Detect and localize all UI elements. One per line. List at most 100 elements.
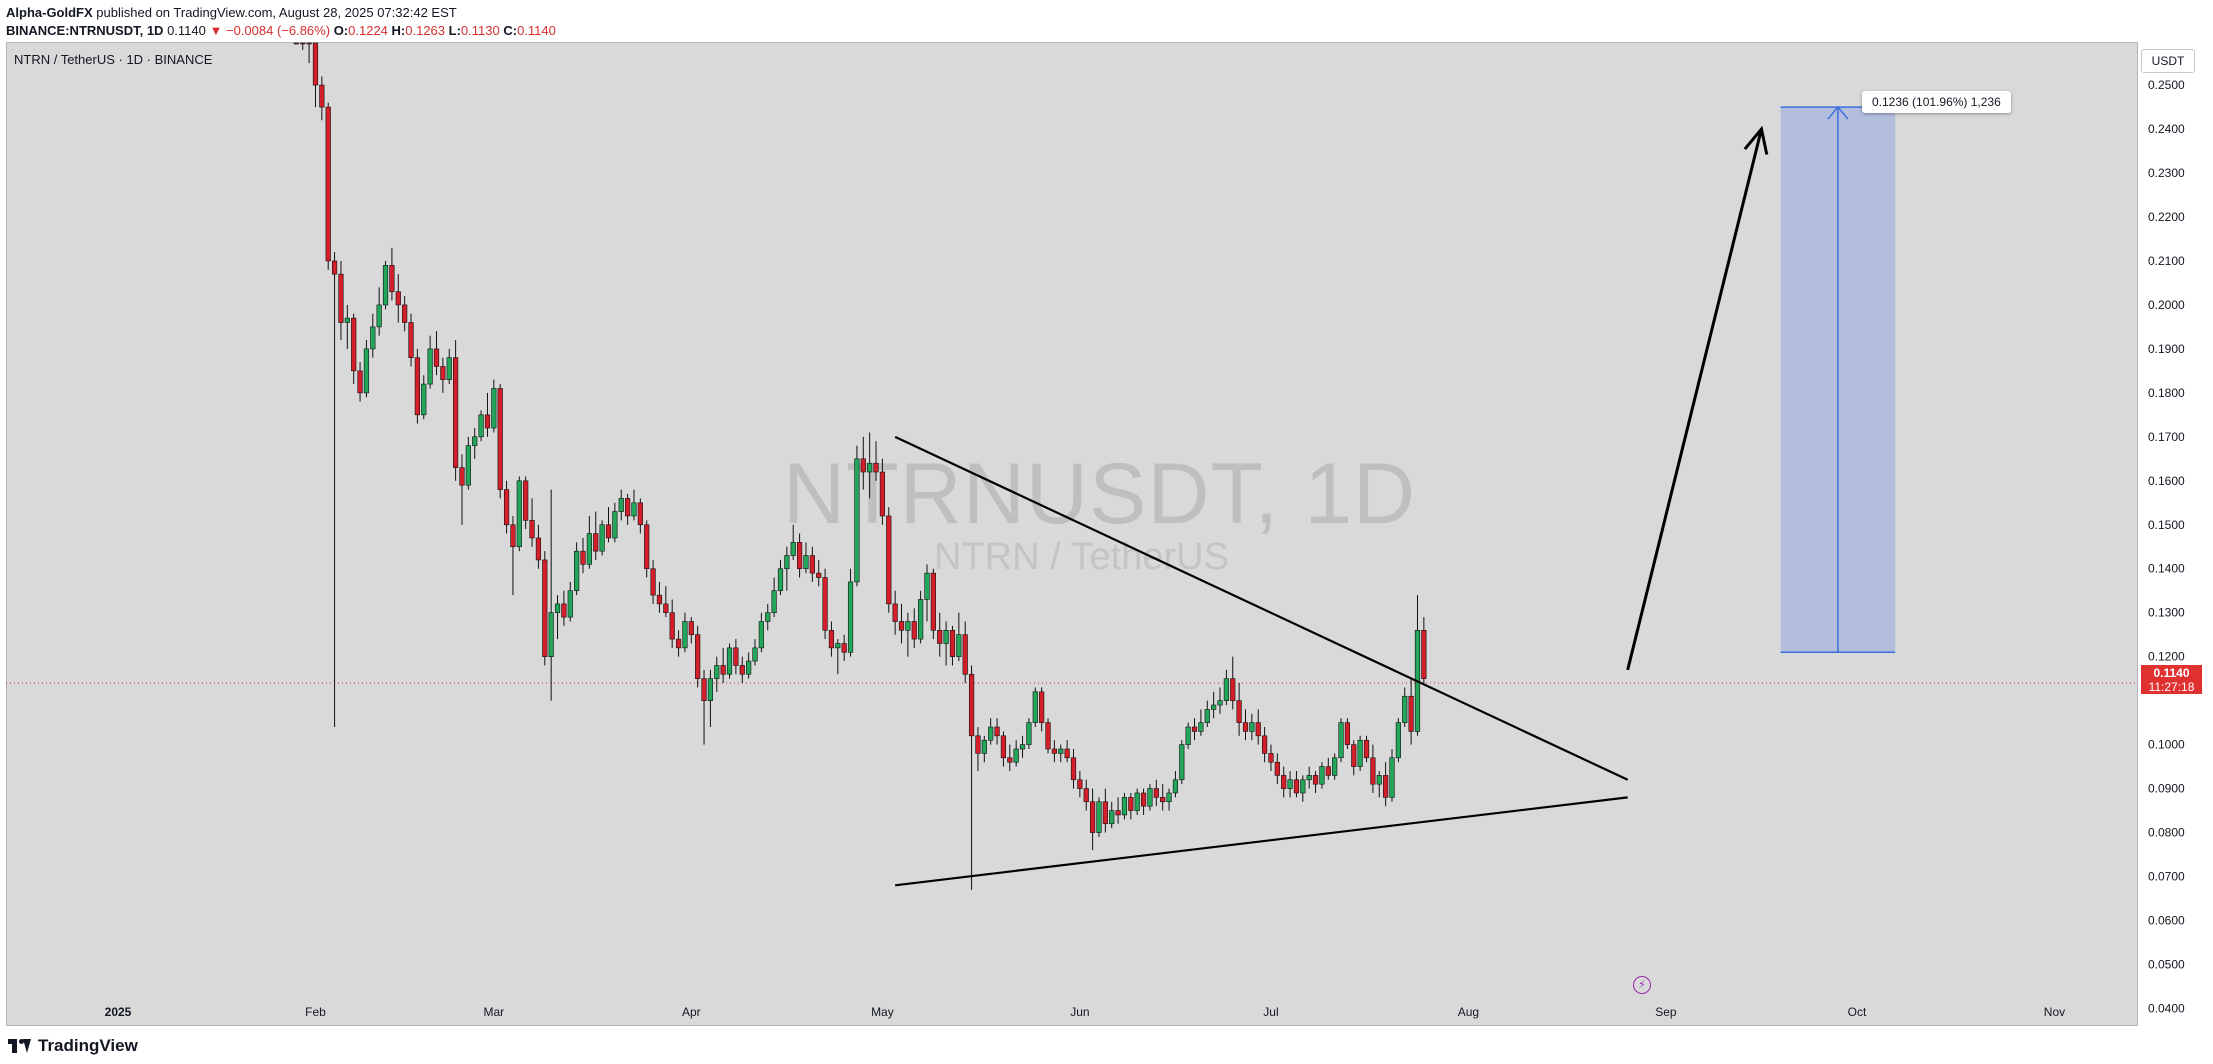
candle <box>1242 709 1249 741</box>
candle <box>1211 691 1217 719</box>
candle-body <box>911 621 917 640</box>
open-value: 0.1224 <box>348 23 388 38</box>
candle <box>618 489 624 521</box>
candle-body <box>803 555 809 570</box>
time-tick-label: Jul <box>1263 1005 1278 1019</box>
candle <box>503 480 510 534</box>
candle <box>1191 718 1198 741</box>
candle-body <box>567 590 573 618</box>
candle-body <box>1293 779 1300 794</box>
ascending-trendline <box>895 796 1628 887</box>
time-tick-label: Oct <box>1848 1005 1867 1019</box>
candle-body <box>816 572 822 578</box>
candle-body <box>586 533 592 565</box>
candle <box>631 489 637 521</box>
publisher-name[interactable]: Alpha-GoldFX <box>6 5 93 20</box>
candle-body <box>879 471 885 517</box>
candle <box>949 625 956 666</box>
candle <box>905 612 911 657</box>
candle <box>1102 788 1108 833</box>
measure-label: 0.1236 (101.96%) 1,236 <box>1862 91 2011 113</box>
candle-body <box>459 467 465 486</box>
candle <box>1096 797 1102 837</box>
lightning-icon[interactable]: ⚡ <box>1633 976 1651 994</box>
candle-body <box>924 572 930 600</box>
candle-body <box>1351 744 1357 767</box>
candle <box>898 603 905 644</box>
candle <box>1408 678 1414 745</box>
candle-body <box>580 550 586 565</box>
candle <box>968 665 975 890</box>
candle <box>1338 718 1344 763</box>
candle <box>1230 656 1236 710</box>
time-tick-label: Sep <box>1655 1005 1677 1019</box>
publish-line: Alpha-GoldFX published on TradingView.co… <box>6 4 556 22</box>
candle <box>459 454 465 525</box>
candle <box>306 42 312 64</box>
low-value: 0.1130 <box>460 23 500 38</box>
candle <box>472 428 478 459</box>
candle <box>1370 744 1376 793</box>
candle-body <box>892 603 898 622</box>
candle <box>656 581 663 613</box>
candle-body <box>739 665 745 675</box>
candle <box>421 375 427 420</box>
candle <box>1332 753 1338 780</box>
candle <box>1351 740 1357 776</box>
candle-body <box>574 550 580 592</box>
candle-body <box>835 643 841 649</box>
candle <box>803 542 809 574</box>
candle-body <box>663 603 669 614</box>
candle-body <box>293 42 299 45</box>
candle <box>663 586 669 618</box>
candle <box>835 639 841 675</box>
candle-body <box>427 348 433 385</box>
candle-body <box>1058 748 1064 754</box>
plot-area[interactable] <box>6 42 2138 1026</box>
time-tick-label: Feb <box>305 1005 326 1019</box>
candle-body <box>1191 726 1198 732</box>
candle <box>1058 744 1064 763</box>
candle-body <box>1179 744 1185 781</box>
candle-body <box>886 515 892 605</box>
candle <box>1045 718 1051 754</box>
candle-body <box>765 612 771 622</box>
candle-body <box>1039 691 1045 723</box>
candle <box>956 612 962 662</box>
candle <box>854 445 860 587</box>
currency-unit-button[interactable]: USDT <box>2141 49 2195 73</box>
candle-body <box>1236 700 1242 723</box>
candle <box>319 76 325 121</box>
candle <box>682 612 688 653</box>
candle-body <box>344 317 350 323</box>
candle-body <box>1325 766 1331 776</box>
candle-body <box>867 462 873 473</box>
candle-body <box>561 603 567 618</box>
candle-body <box>433 348 440 367</box>
candle <box>1300 775 1306 802</box>
candle <box>561 590 567 626</box>
footer-brand: TradingView <box>38 1036 138 1055</box>
candle-body <box>1109 810 1115 825</box>
candle <box>752 639 758 666</box>
candle-body <box>542 559 548 657</box>
candle-body <box>956 634 962 657</box>
candle-body <box>771 590 777 614</box>
candle-body <box>841 643 847 653</box>
candle <box>1268 744 1274 771</box>
candle-body <box>1160 797 1166 803</box>
candle <box>593 511 599 560</box>
candle <box>796 533 803 578</box>
candle <box>402 296 408 332</box>
tradingview-footer[interactable]: TradingView <box>8 1036 138 1056</box>
candle <box>1217 687 1223 714</box>
candle <box>994 718 1000 745</box>
candle <box>1013 740 1019 767</box>
candle-body <box>1357 739 1363 767</box>
candle-body <box>389 265 395 293</box>
candle-body <box>1370 757 1376 785</box>
candle <box>554 595 561 640</box>
candle-body <box>701 678 707 701</box>
candle <box>1000 731 1007 767</box>
